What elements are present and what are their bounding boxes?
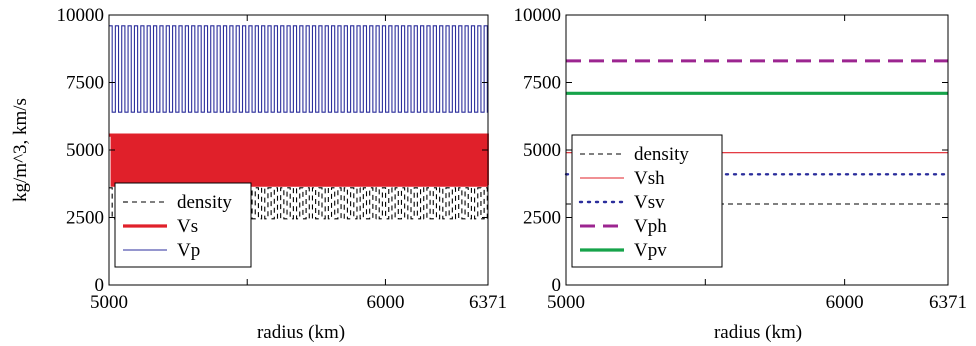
right-y-tick-label: 7500: [523, 73, 561, 94]
left-x-tick-label: 5000: [90, 292, 128, 313]
left-series-vs-line: [109, 133, 489, 187]
left-y-tick-label: 7500: [66, 73, 104, 94]
right-y-tick-label: 0: [552, 275, 562, 296]
right-x-tick-label: 5000: [547, 292, 585, 313]
left-legend-label-vs: Vs: [177, 216, 198, 237]
left-y-tick-label: 2500: [66, 208, 104, 229]
left-x-tick-label: 6371: [469, 292, 507, 313]
left-y-tick-label: 10000: [57, 5, 105, 26]
right-x-axis-label: radius (km): [714, 322, 802, 343]
right-legend-label-vsv: Vsv: [634, 192, 665, 213]
left-y-tick-label: 5000: [66, 140, 104, 161]
left-legend-label-density: density: [177, 192, 232, 213]
right-chart: radius (km) 0 2500 5000 7500 10000 5000 6000 63…: [514, 5, 968, 343]
right-x-tick-label: 6371: [929, 292, 967, 313]
left-chart: kg/m^3, km/s radius (km) 0 2500 5000 7500 10…: [10, 5, 507, 343]
left-series-vp-line: [109, 25, 488, 113]
right-x-tick-label: 6000: [826, 292, 864, 313]
left-y-axis-label: kg/m^3, km/s: [10, 98, 31, 202]
right-legend-label-vph: Vph: [634, 216, 667, 237]
right-legend-label-vpv: Vpv: [634, 240, 667, 261]
right-legend-label-density: density: [634, 144, 689, 165]
left-x-tick-label: 6000: [366, 292, 404, 313]
left-y-tick-label: 0: [95, 275, 105, 296]
left-legend-label-vp: Vp: [177, 240, 200, 261]
right-legend-label-vsh: Vsh: [634, 168, 665, 189]
right-y-tick-label: 10000: [514, 5, 562, 26]
right-y-tick-label: 2500: [523, 208, 561, 229]
left-x-axis-label: radius (km): [257, 322, 345, 343]
right-y-tick-label: 5000: [523, 140, 561, 161]
